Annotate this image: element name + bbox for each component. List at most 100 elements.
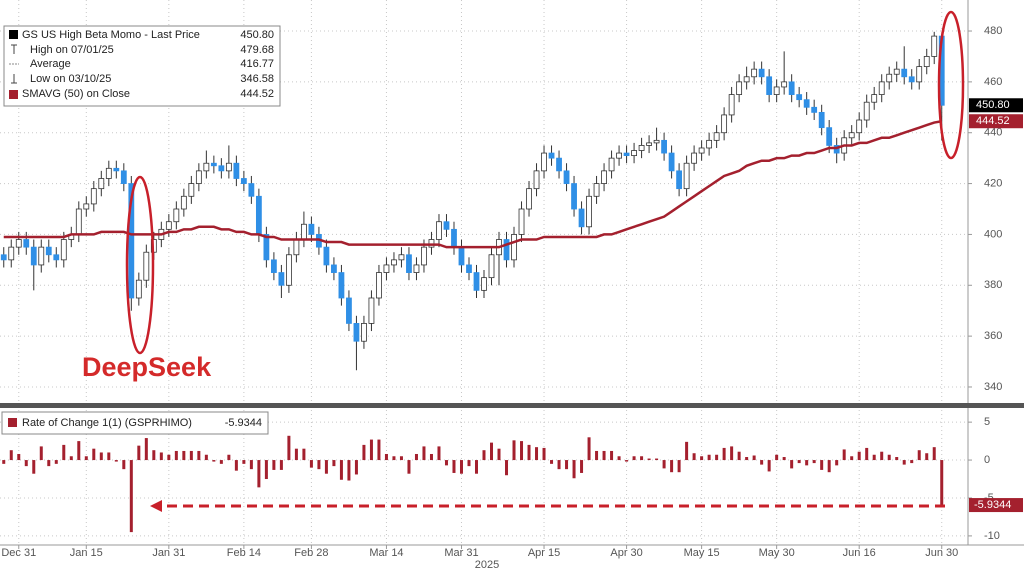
bar (625, 460, 629, 462)
candle-body (541, 152, 547, 172)
highlight-ellipse (937, 10, 965, 160)
candle-body (826, 127, 833, 146)
candle-body (886, 73, 893, 83)
legend-label: Average (30, 58, 71, 70)
bar (182, 450, 186, 461)
bar (925, 453, 929, 461)
legend-swatch (9, 90, 18, 99)
y-tick-label: 440 (984, 127, 1002, 139)
bar (122, 460, 126, 470)
bar (17, 453, 21, 461)
bar (234, 460, 238, 471)
candle-body (436, 221, 442, 240)
bar (902, 460, 906, 465)
y-tick-label: 420 (984, 177, 1002, 189)
bar (9, 450, 13, 461)
bar (790, 460, 794, 469)
bar (437, 446, 441, 461)
bar (159, 452, 163, 461)
x-tick-label: Jan 31 (152, 547, 185, 559)
legend-label: High on 07/01/25 (30, 44, 114, 56)
candle-body (518, 208, 525, 235)
bar (287, 435, 291, 461)
candle-body (698, 147, 705, 154)
x-tick-label: May 15 (684, 547, 720, 559)
legend-label: Rate of Change 1(1) (GSPRHIMO) (22, 417, 192, 429)
candle-body (803, 99, 810, 108)
bar (339, 460, 343, 480)
candle-body (323, 246, 330, 266)
x-tick-label: Mar 14 (369, 547, 403, 559)
bar (279, 460, 283, 470)
bar (429, 453, 433, 461)
bar (827, 460, 831, 473)
legend-swatch (8, 418, 17, 427)
bar (685, 441, 689, 461)
candle-body (53, 254, 60, 261)
bar (384, 453, 388, 461)
legend-swatch (9, 30, 18, 39)
bar (647, 458, 651, 461)
candle-body (586, 195, 592, 228)
candle-body (796, 94, 803, 101)
legend-label: SMAVG (50) on Close (22, 88, 130, 100)
candle-body (571, 183, 577, 210)
bar (910, 460, 914, 464)
legend-value: 479.68 (240, 44, 274, 56)
bar (377, 439, 381, 461)
bar (92, 448, 96, 461)
bar (782, 457, 786, 461)
bar (324, 460, 328, 474)
bar (820, 460, 824, 470)
bar (309, 460, 313, 468)
legend-box (1, 411, 269, 435)
bar (767, 460, 771, 472)
candle-body (391, 259, 397, 266)
candle-body (646, 142, 652, 146)
candle-body (833, 145, 840, 154)
y-tick-label: 480 (984, 25, 1002, 37)
bar (497, 448, 501, 461)
bar (144, 438, 148, 461)
bar (505, 460, 509, 476)
price-tag (969, 114, 1023, 129)
bar (347, 460, 351, 481)
x-tick-label: Feb 28 (294, 547, 328, 559)
bar (399, 456, 403, 461)
bar (69, 456, 73, 461)
candle-body (863, 101, 870, 121)
bar (580, 460, 584, 473)
candle-body (361, 323, 367, 342)
value-tag (969, 498, 1023, 513)
candle-body (428, 239, 435, 248)
x-axis-label: 2025 (475, 559, 499, 570)
bar (572, 460, 576, 479)
candle-body (90, 188, 97, 205)
candle-body (255, 195, 262, 235)
bar (212, 460, 216, 462)
candle-body (908, 76, 915, 83)
candle-body (578, 208, 585, 228)
candle-body (270, 259, 277, 273)
x-tick-label: Jan 15 (70, 547, 103, 559)
candle-body (548, 152, 555, 159)
annotation: DeepSeek (82, 352, 212, 382)
bar (737, 451, 741, 461)
bar (587, 437, 591, 461)
candle-body (413, 264, 420, 273)
candle-body (556, 157, 562, 172)
price-tag-label: 444.52 (976, 115, 1010, 127)
candle-body (75, 208, 82, 235)
legend-icon (11, 74, 17, 84)
bar (99, 452, 103, 461)
candle-body (706, 139, 713, 149)
bar (812, 460, 816, 464)
candle-body (338, 272, 345, 299)
bar (167, 454, 171, 461)
bar (62, 444, 66, 461)
bar (490, 442, 494, 461)
candle-body (916, 66, 923, 83)
candle-body (308, 223, 315, 235)
bar (595, 450, 599, 461)
candle-body (923, 56, 930, 68)
